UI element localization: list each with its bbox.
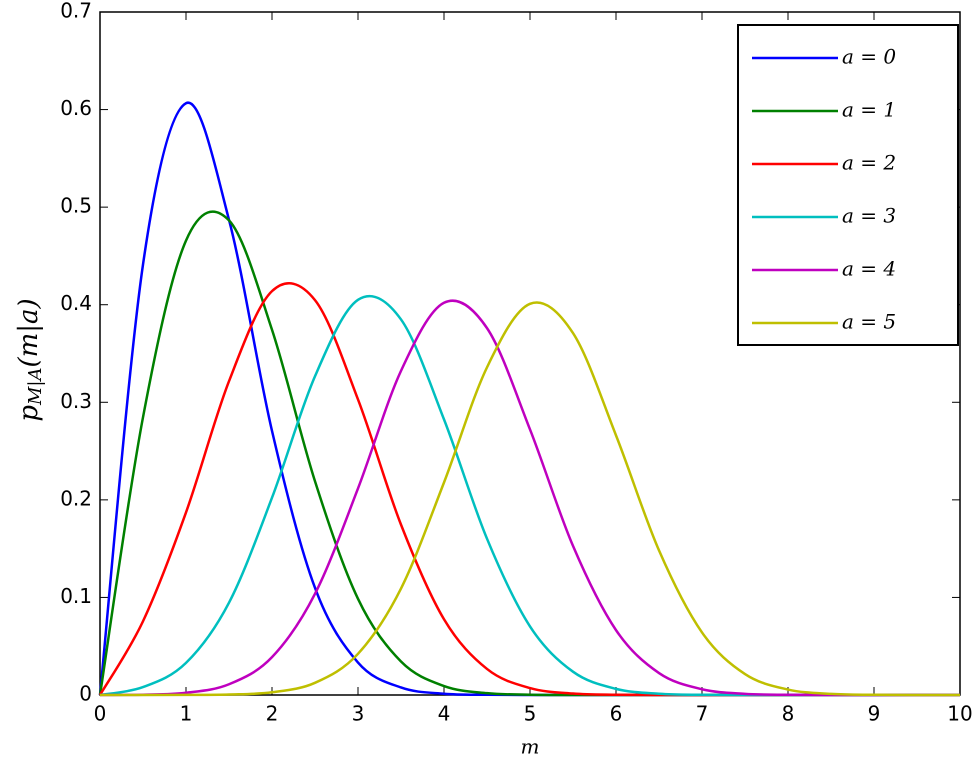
legend-label: a = 1 bbox=[842, 98, 896, 122]
legend-box bbox=[737, 24, 959, 346]
y-axis-label: pM|A(m|a) bbox=[14, 298, 46, 421]
x-tick-label: 8 bbox=[782, 702, 795, 726]
y-label-arg: (m|a) bbox=[14, 298, 44, 367]
x-tick-label: 6 bbox=[610, 702, 623, 726]
line-series bbox=[99, 294, 960, 697]
y-tick-label: 0.4 bbox=[60, 291, 92, 315]
y-label-sub: M|A bbox=[25, 368, 46, 407]
x-tick-label: 3 bbox=[352, 702, 365, 726]
legend-label: a = 3 bbox=[842, 204, 896, 228]
legend-label: a = 2 bbox=[842, 151, 896, 175]
line-series bbox=[100, 301, 960, 697]
legend-label: a = 0 bbox=[842, 45, 896, 69]
y-tick-label: 0.7 bbox=[60, 0, 92, 23]
x-tick-label: 10 bbox=[947, 702, 972, 726]
x-tick-label: 7 bbox=[696, 702, 709, 726]
y-label-base: p bbox=[14, 405, 44, 422]
x-tick-label: 9 bbox=[868, 702, 881, 726]
x-tick-label: 0 bbox=[94, 702, 107, 726]
x-axis-label: m bbox=[521, 735, 540, 759]
y-tick-label: 0.2 bbox=[60, 486, 92, 510]
y-tick-label: 0.6 bbox=[60, 96, 92, 120]
y-tick-label: 0 bbox=[79, 682, 92, 706]
x-tick-label: 2 bbox=[266, 702, 279, 726]
line-series bbox=[99, 299, 960, 697]
x-tick-label: 5 bbox=[524, 702, 537, 726]
y-tick-label: 0.1 bbox=[60, 584, 92, 608]
x-tick-label: 1 bbox=[180, 702, 193, 726]
legend-label: a = 4 bbox=[842, 257, 896, 281]
legend-label: a = 5 bbox=[842, 310, 896, 334]
y-tick-label: 0.3 bbox=[60, 389, 92, 413]
x-tick-label: 4 bbox=[438, 702, 451, 726]
y-tick-label: 0.5 bbox=[60, 194, 92, 218]
